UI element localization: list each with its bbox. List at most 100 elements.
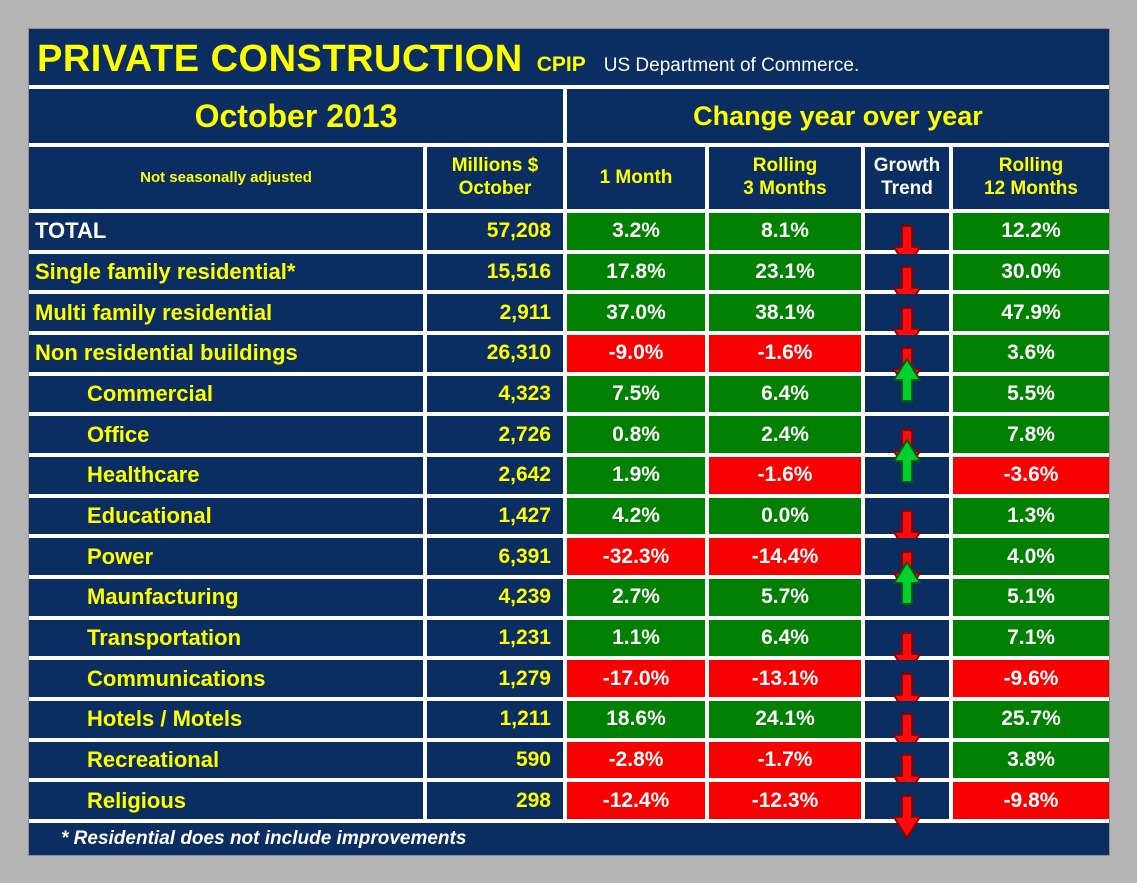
millions-value: 1,211 <box>427 701 563 738</box>
growth-trend-cell <box>865 497 949 554</box>
rolling-12m-value: 3.8% <box>953 741 1109 779</box>
up-arrow-icon <box>892 357 922 402</box>
period-label: October 2013 <box>194 97 398 134</box>
one-month-value: 0.8% <box>567 416 705 453</box>
rolling-3m-value: -14.4% <box>709 538 861 575</box>
col-header-growth-trend: Growth Trend <box>865 147 949 209</box>
millions-value: 15,516 <box>427 253 563 291</box>
rolling-12m-value: -3.6% <box>953 457 1109 494</box>
rolling-12m-header-line2: 12 Months <box>984 178 1078 199</box>
rolling-3m-value: -13.1% <box>709 660 861 697</box>
rolling-3m-value: 24.1% <box>709 701 861 738</box>
row-label: Multi family residential <box>29 294 423 331</box>
growth-trend-cell <box>865 253 949 310</box>
col-header-rolling-12-months: Rolling 12 Months <box>953 147 1109 209</box>
one-month-value: 3.2% <box>567 213 705 250</box>
rolling-3m-value: 5.7% <box>709 579 861 616</box>
millions-value: 2,726 <box>427 416 563 453</box>
one-month-value: 1.1% <box>567 619 705 657</box>
row-label: Commercial <box>29 375 423 413</box>
rolling-12m-value: 4.0% <box>953 538 1109 575</box>
program-abbr: CPIP <box>536 53 586 76</box>
change-yoy-header: Change year over year <box>567 89 1109 143</box>
one-month-value: 18.6% <box>567 701 705 738</box>
col-header-rolling-3-months: Rolling 3 Months <box>709 147 861 209</box>
row-label: Non residential buildings <box>29 335 423 372</box>
rolling-3m-value: -12.3% <box>709 782 861 819</box>
rolling-12m-value: 7.1% <box>953 619 1109 657</box>
col-header-category: Not seasonally adjusted <box>29 147 423 209</box>
row-label: Religious <box>29 782 423 819</box>
up-arrow-icon <box>892 561 922 606</box>
one-month-header-label: 1 Month <box>599 166 673 188</box>
one-month-value: -32.3% <box>567 538 705 575</box>
col-header-millions: Millions $ October <box>427 147 563 209</box>
millions-value: 1,231 <box>427 619 563 657</box>
rolling-3m-value: -1.6% <box>709 457 861 494</box>
rolling-12m-value: 12.2% <box>953 213 1109 250</box>
rolling-12m-value: -9.8% <box>953 782 1109 819</box>
millions-value: 4,323 <box>427 375 563 413</box>
data-source: US Department of Commerce. <box>603 55 860 76</box>
rolling-12m-value: 5.1% <box>953 579 1109 616</box>
row-label: Transportation <box>29 619 423 657</box>
one-month-value: 2.7% <box>567 579 705 616</box>
one-month-value: -2.8% <box>567 741 705 779</box>
millions-value: 6,391 <box>427 538 563 575</box>
millions-value: 2,911 <box>427 294 563 331</box>
growth-trend-cell <box>865 561 949 616</box>
down-arrow-icon <box>892 794 922 839</box>
rolling-3m-value: 38.1% <box>709 294 861 331</box>
row-label: Recreational <box>29 741 423 779</box>
rolling-12m-value: -9.6% <box>953 660 1109 697</box>
construction-table: PRIVATE CONSTRUCTION CPIP US Department … <box>29 29 1109 855</box>
millions-value: 2,642 <box>427 457 563 494</box>
millions-value: 1,279 <box>427 660 563 697</box>
footnote-text: * Residential does not include improveme… <box>61 828 467 849</box>
period-header: October 2013 <box>29 89 563 143</box>
growth-trend-cell <box>865 619 949 676</box>
rolling-12m-value: 3.6% <box>953 335 1109 372</box>
report-panel: PRIVATE CONSTRUCTION CPIP US Department … <box>28 28 1110 856</box>
millions-value: 57,208 <box>427 213 563 250</box>
rolling-3m-value: -1.6% <box>709 335 861 372</box>
row-label: Maunfacturing <box>29 579 423 616</box>
footnote: * Residential does not include improveme… <box>29 823 1109 855</box>
millions-value: 4,239 <box>427 579 563 616</box>
row-label: Healthcare <box>29 457 423 494</box>
growth-trend-cell <box>865 701 949 758</box>
millions-value: 298 <box>427 782 563 819</box>
rolling-12m-value: 1.3% <box>953 497 1109 535</box>
growth-trend-cell <box>865 660 949 717</box>
change-yoy-label: Change year over year <box>693 100 983 131</box>
row-label: Hotels / Motels <box>29 701 423 738</box>
row-label: Educational <box>29 497 423 535</box>
row-label: Office <box>29 416 423 453</box>
one-month-value: -12.4% <box>567 782 705 819</box>
row-label: Single family residential* <box>29 253 423 291</box>
rolling-3m-value: 0.0% <box>709 497 861 535</box>
rolling-3m-value: 6.4% <box>709 375 861 413</box>
rolling-3m-value: 23.1% <box>709 253 861 291</box>
title-bar: PRIVATE CONSTRUCTION CPIP US Department … <box>29 29 1109 85</box>
rolling-3m-value: 6.4% <box>709 619 861 657</box>
rolling-3m-value: 2.4% <box>709 416 861 453</box>
millions-value: 1,427 <box>427 497 563 535</box>
one-month-value: -17.0% <box>567 660 705 697</box>
rolling-12m-header-line1: Rolling <box>998 155 1064 177</box>
millions-header-line1: Millions $ <box>451 155 539 177</box>
not-seasonally-adjusted-label: Not seasonally adjusted <box>140 169 312 186</box>
one-month-value: 4.2% <box>567 497 705 535</box>
rolling-12m-value: 5.5% <box>953 375 1109 413</box>
one-month-value: 37.0% <box>567 294 705 331</box>
report-title: PRIVATE CONSTRUCTION <box>37 38 523 80</box>
millions-value: 26,310 <box>427 335 563 372</box>
growth-trend-cell <box>865 213 949 270</box>
millions-value: 590 <box>427 741 563 779</box>
one-month-value: -9.0% <box>567 335 705 372</box>
col-header-1-month: 1 Month <box>567 147 705 209</box>
row-label: Power <box>29 538 423 575</box>
one-month-value: 1.9% <box>567 457 705 494</box>
rolling-3m-header-line1: Rolling <box>752 155 818 177</box>
one-month-value: 17.8% <box>567 253 705 291</box>
